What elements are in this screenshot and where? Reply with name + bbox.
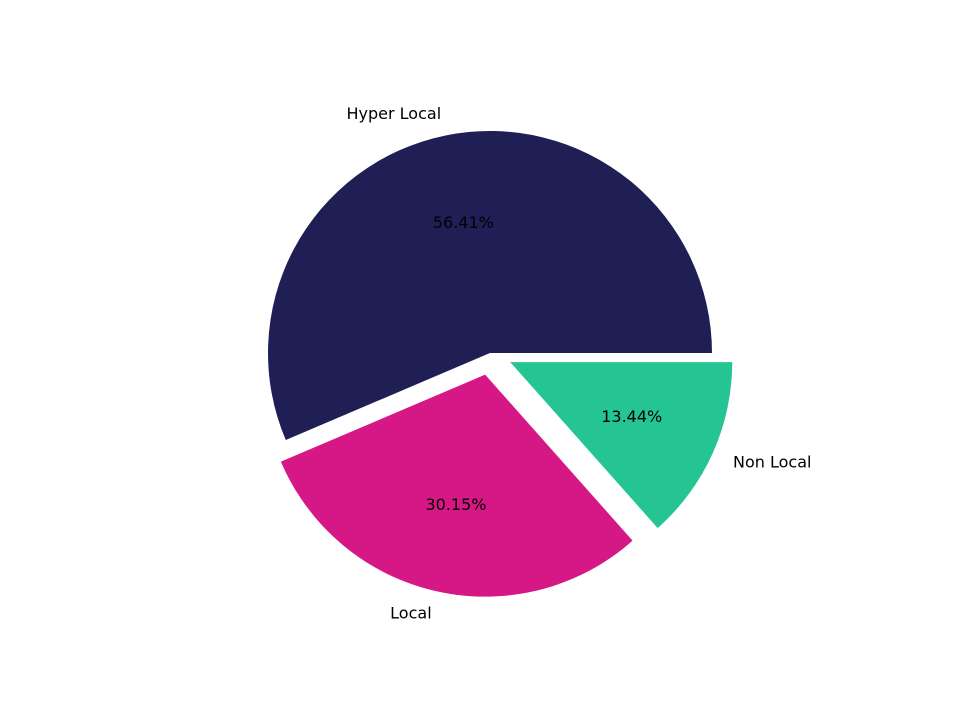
pie-category-label-local: Local — [390, 603, 431, 622]
pie-percent-label-non-local: 13.44% — [601, 407, 662, 426]
pie-slice-non-local — [510, 362, 733, 529]
pie-labels: 56.41% Hyper Local 30.15% Local 13.44% Non Lo… — [347, 104, 812, 622]
pie-slices — [267, 131, 733, 597]
pie-percent-label-hyper-local: 56.41% — [433, 213, 494, 232]
pie-slice-local — [280, 374, 633, 597]
pie-percent-label-local: 30.15% — [425, 495, 486, 514]
pie-slice-hyper-local — [267, 131, 712, 441]
pie-category-label-non-local: Non Local — [733, 453, 811, 472]
pie-category-label-hyper-local: Hyper Local — [347, 104, 442, 123]
